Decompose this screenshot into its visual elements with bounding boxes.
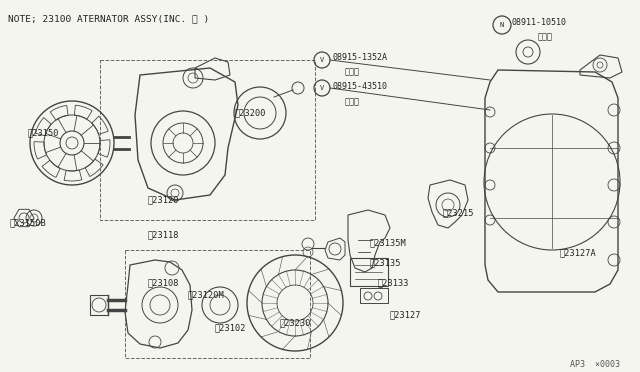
Text: ※23102: ※23102 bbox=[215, 323, 246, 332]
Text: ※23135: ※23135 bbox=[370, 258, 401, 267]
Text: （１）: （１） bbox=[538, 32, 553, 41]
Bar bbox=[100, 60, 315, 220]
Text: ※23127A: ※23127A bbox=[560, 248, 596, 257]
Text: ※23135M: ※23135M bbox=[370, 238, 407, 247]
Text: ※23150B: ※23150B bbox=[10, 218, 47, 227]
Text: N: N bbox=[500, 22, 504, 28]
Text: V: V bbox=[320, 57, 324, 63]
Text: ※23120M: ※23120M bbox=[188, 290, 225, 299]
Text: ※23108: ※23108 bbox=[148, 278, 179, 287]
Text: V: V bbox=[320, 85, 324, 91]
Text: （１）: （１） bbox=[345, 97, 360, 106]
Text: ※23230: ※23230 bbox=[280, 318, 312, 327]
Bar bbox=[360, 288, 388, 303]
Text: AP3  ×0003: AP3 ×0003 bbox=[570, 360, 620, 369]
Text: ※23200: ※23200 bbox=[235, 108, 266, 117]
Text: ※23118: ※23118 bbox=[148, 230, 179, 239]
Text: ※23215: ※23215 bbox=[443, 208, 474, 217]
Text: ※23120: ※23120 bbox=[148, 195, 179, 204]
Bar bbox=[125, 250, 310, 358]
Text: ※23133: ※23133 bbox=[378, 278, 410, 287]
Text: ※23150: ※23150 bbox=[28, 128, 60, 137]
Text: ※23127: ※23127 bbox=[390, 310, 422, 319]
Text: NOTE; 23100 ATERNATOR ASSY(INC. ※ ): NOTE; 23100 ATERNATOR ASSY(INC. ※ ) bbox=[8, 14, 209, 23]
Text: 08915-1352A: 08915-1352A bbox=[333, 53, 388, 62]
Text: 08911-10510: 08911-10510 bbox=[512, 18, 567, 27]
Text: 08915-43510: 08915-43510 bbox=[333, 82, 388, 91]
Bar bbox=[350, 258, 388, 286]
Text: （１）: （１） bbox=[345, 67, 360, 76]
